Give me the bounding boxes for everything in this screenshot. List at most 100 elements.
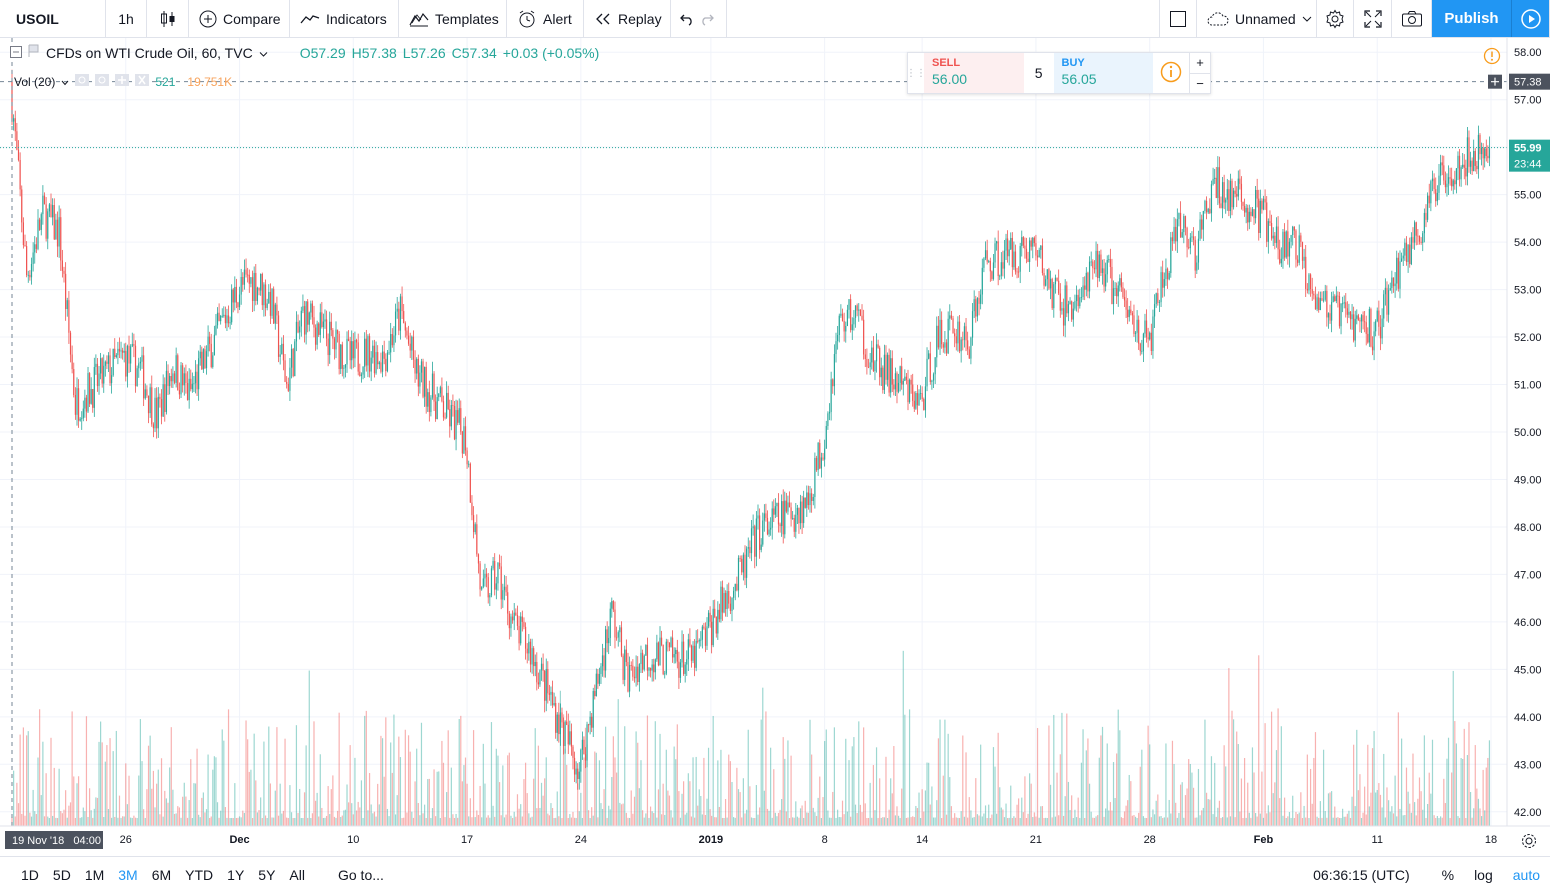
volume-bar bbox=[1191, 772, 1193, 826]
volume-bar bbox=[407, 735, 410, 826]
candle-body bbox=[537, 682, 539, 685]
gear-icon[interactable] bbox=[95, 74, 110, 89]
volume-bar bbox=[704, 814, 707, 826]
candle-body bbox=[992, 262, 995, 279]
price-axis[interactable]: 58.0057.0056.0055.0054.0053.0052.0051.00… bbox=[1488, 38, 1550, 856]
undo-button[interactable] bbox=[671, 0, 699, 37]
volume-bar bbox=[837, 809, 839, 826]
series-title[interactable]: CFDs on WTI Crude Oil, 60, TVC bbox=[46, 44, 253, 61]
volume-bar bbox=[1130, 781, 1132, 826]
volume-bar bbox=[689, 781, 691, 826]
decrease-button[interactable]: − bbox=[1196, 75, 1204, 91]
volume-bar bbox=[373, 811, 376, 826]
range-5y[interactable]: 5Y bbox=[258, 867, 276, 883]
volume-bar bbox=[173, 813, 176, 826]
volume-bar bbox=[27, 731, 29, 826]
plus-icon[interactable] bbox=[115, 74, 130, 89]
time-tick-label: 28 bbox=[1144, 834, 1156, 846]
volume-bar bbox=[673, 746, 675, 826]
change-value: +0.03 (+0.05%) bbox=[502, 44, 600, 61]
chevron-down-icon[interactable] bbox=[259, 45, 268, 61]
percent-toggle[interactable]: % bbox=[1441, 867, 1455, 883]
alert-button[interactable]: Alert bbox=[507, 0, 584, 37]
publish-arrow-button[interactable] bbox=[1512, 0, 1550, 37]
warning-icon[interactable] bbox=[1483, 47, 1501, 70]
volume-bar bbox=[1100, 735, 1102, 826]
range-6m[interactable]: 6M bbox=[151, 867, 172, 883]
volume-bar bbox=[1142, 816, 1145, 826]
volume-bar bbox=[1123, 811, 1126, 826]
quantity-field[interactable]: 5 bbox=[1034, 65, 1043, 81]
candle-body bbox=[801, 501, 803, 524]
candle-body bbox=[1036, 255, 1039, 258]
range-3m[interactable]: 3M bbox=[118, 867, 138, 883]
utc-clock[interactable]: 06:36:15 (UTC) bbox=[1313, 867, 1410, 883]
volume-bar bbox=[1098, 757, 1100, 826]
candle-body bbox=[1188, 247, 1190, 249]
goto-button[interactable]: Go to... bbox=[337, 867, 384, 883]
candle-body bbox=[118, 348, 121, 352]
volume-bar bbox=[643, 817, 645, 826]
indicators-button[interactable]: Indicators bbox=[290, 0, 399, 37]
candle-body bbox=[1220, 203, 1222, 208]
symbol-search-button[interactable]: USOIL bbox=[0, 0, 106, 37]
volume-title[interactable]: Vol (20) bbox=[14, 74, 56, 89]
layout-select-button[interactable] bbox=[1159, 0, 1197, 37]
settings-button[interactable] bbox=[1317, 0, 1354, 37]
volume-bar bbox=[1038, 817, 1040, 826]
flag-icon[interactable] bbox=[28, 44, 40, 61]
volume-ma-value: 19.751K bbox=[187, 74, 233, 89]
candle-body bbox=[411, 336, 413, 351]
collapse-icon[interactable] bbox=[10, 45, 22, 61]
buy-button[interactable]: BUY 56.05 bbox=[1053, 53, 1154, 93]
candle-body bbox=[107, 355, 110, 364]
range-all[interactable]: All bbox=[289, 867, 305, 883]
publish-button[interactable]: Publish bbox=[1432, 0, 1512, 37]
candle-body bbox=[276, 304, 278, 316]
volume-bar bbox=[1417, 798, 1419, 826]
volume-bar bbox=[1262, 817, 1265, 826]
candle-body bbox=[867, 366, 870, 368]
range-5d[interactable]: 5D bbox=[52, 867, 71, 883]
range-1y[interactable]: 1Y bbox=[227, 867, 245, 883]
fullscreen-button[interactable] bbox=[1354, 0, 1392, 37]
chevron-down-icon[interactable] bbox=[61, 75, 69, 89]
compare-button[interactable]: Compare bbox=[189, 0, 290, 37]
eye-icon[interactable] bbox=[75, 74, 90, 89]
volume-bar bbox=[380, 735, 382, 826]
auto-toggle[interactable]: auto bbox=[1512, 867, 1540, 883]
volume-bar bbox=[838, 817, 840, 826]
interval-button[interactable]: 1h bbox=[106, 0, 147, 37]
volume-bar bbox=[1149, 744, 1151, 826]
gear-icon[interactable] bbox=[1522, 834, 1536, 848]
volume-bar bbox=[1207, 799, 1209, 826]
chart-style-button[interactable] bbox=[147, 0, 189, 37]
redo-button[interactable] bbox=[699, 0, 727, 37]
sell-button[interactable]: SELL 56.00 bbox=[924, 53, 1024, 93]
increase-button[interactable]: + bbox=[1190, 53, 1210, 74]
candle-body bbox=[357, 342, 359, 372]
drag-handle[interactable]: ⋮⋮ bbox=[906, 67, 926, 79]
info-button[interactable] bbox=[1153, 53, 1189, 93]
volume-bar bbox=[803, 817, 805, 826]
range-1m[interactable]: 1M bbox=[84, 867, 105, 883]
snapshot-button[interactable] bbox=[1392, 0, 1432, 37]
price-chart[interactable]: 58.0057.0056.0055.0054.0053.0052.0051.00… bbox=[0, 38, 1550, 856]
candle-body bbox=[295, 321, 298, 342]
candle-body bbox=[923, 399, 925, 411]
range-1d[interactable]: 1D bbox=[21, 867, 39, 883]
layout-name-button[interactable]: Unnamed bbox=[1197, 0, 1317, 37]
replay-button[interactable]: Replay bbox=[584, 0, 671, 37]
candle-body bbox=[965, 326, 967, 341]
range-ytd[interactable]: YTD bbox=[185, 867, 214, 883]
candle-body bbox=[154, 397, 156, 429]
volume-bar bbox=[976, 814, 979, 826]
candle-body bbox=[1092, 261, 1094, 268]
log-toggle[interactable]: log bbox=[1474, 867, 1493, 883]
indicators-icon bbox=[300, 12, 320, 26]
templates-button[interactable]: Templates bbox=[399, 0, 507, 37]
volume-bar bbox=[1428, 772, 1430, 826]
volume-bar bbox=[495, 748, 497, 826]
close-icon[interactable] bbox=[135, 74, 150, 89]
